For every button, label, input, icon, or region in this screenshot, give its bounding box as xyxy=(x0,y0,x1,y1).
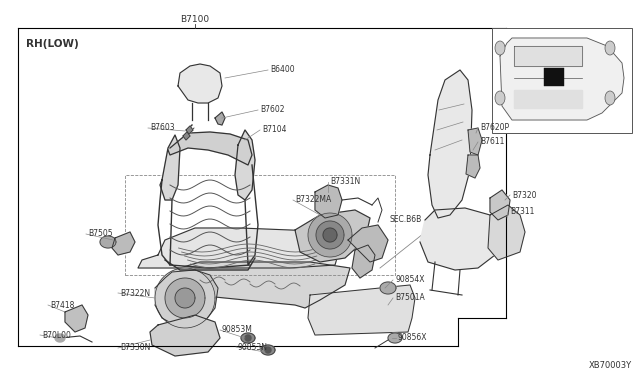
Polygon shape xyxy=(466,155,480,178)
Polygon shape xyxy=(186,126,193,134)
Ellipse shape xyxy=(605,91,615,105)
Ellipse shape xyxy=(605,41,615,55)
Polygon shape xyxy=(488,205,525,260)
Text: 90856X: 90856X xyxy=(398,334,428,343)
Text: B7602: B7602 xyxy=(260,106,285,115)
Ellipse shape xyxy=(495,91,505,105)
Polygon shape xyxy=(183,132,190,140)
Polygon shape xyxy=(380,282,396,294)
Bar xyxy=(18,28,506,346)
Polygon shape xyxy=(175,262,350,308)
Polygon shape xyxy=(215,112,225,125)
Text: 90853M: 90853M xyxy=(222,326,253,334)
Polygon shape xyxy=(308,285,415,335)
Polygon shape xyxy=(500,38,624,120)
Polygon shape xyxy=(265,347,271,353)
Text: B7330N: B7330N xyxy=(120,343,150,353)
Polygon shape xyxy=(235,130,255,200)
Text: B7418: B7418 xyxy=(50,301,74,310)
Text: B7322MA: B7322MA xyxy=(295,196,332,205)
Text: 90854X: 90854X xyxy=(395,276,424,285)
Polygon shape xyxy=(295,210,370,262)
Text: B7104: B7104 xyxy=(262,125,287,135)
Polygon shape xyxy=(165,278,205,318)
Ellipse shape xyxy=(495,41,505,55)
Polygon shape xyxy=(18,28,506,346)
Text: B7603: B7603 xyxy=(150,124,175,132)
Polygon shape xyxy=(514,90,582,108)
Polygon shape xyxy=(308,213,352,257)
Polygon shape xyxy=(261,345,275,355)
Text: 90853N: 90853N xyxy=(238,343,268,352)
Text: B7322N: B7322N xyxy=(120,289,150,298)
Text: B7320: B7320 xyxy=(512,190,536,199)
Text: XB70003Y: XB70003Y xyxy=(589,362,632,371)
Polygon shape xyxy=(420,208,498,270)
Polygon shape xyxy=(112,232,135,255)
Polygon shape xyxy=(65,305,88,332)
Polygon shape xyxy=(138,228,340,268)
Bar xyxy=(544,68,564,86)
Text: B7331N: B7331N xyxy=(330,177,360,186)
Polygon shape xyxy=(514,46,582,66)
Polygon shape xyxy=(428,70,472,218)
Text: B70L00: B70L00 xyxy=(42,330,71,340)
Polygon shape xyxy=(178,64,222,103)
Text: B7620P: B7620P xyxy=(480,124,509,132)
Polygon shape xyxy=(175,288,195,308)
Text: RH(LOW): RH(LOW) xyxy=(26,39,79,49)
Text: B7311: B7311 xyxy=(510,208,534,217)
Text: B6400: B6400 xyxy=(270,65,294,74)
Polygon shape xyxy=(168,132,252,165)
Polygon shape xyxy=(150,315,220,356)
Polygon shape xyxy=(155,270,218,328)
Polygon shape xyxy=(490,190,510,220)
Text: B7611: B7611 xyxy=(480,138,504,147)
Polygon shape xyxy=(316,221,344,249)
Polygon shape xyxy=(468,128,482,155)
Polygon shape xyxy=(315,185,342,218)
Polygon shape xyxy=(323,228,337,242)
Polygon shape xyxy=(155,268,215,328)
Text: B7501A: B7501A xyxy=(395,294,425,302)
Bar xyxy=(492,28,632,133)
Polygon shape xyxy=(100,236,116,248)
Polygon shape xyxy=(160,135,180,200)
Polygon shape xyxy=(348,225,388,262)
Text: SEC.B6B: SEC.B6B xyxy=(390,215,422,224)
Polygon shape xyxy=(241,333,255,343)
Polygon shape xyxy=(388,333,402,343)
Polygon shape xyxy=(245,335,251,341)
Text: B7100: B7100 xyxy=(180,16,209,25)
Polygon shape xyxy=(55,334,65,342)
Text: B7505: B7505 xyxy=(88,230,113,238)
Polygon shape xyxy=(352,245,375,278)
